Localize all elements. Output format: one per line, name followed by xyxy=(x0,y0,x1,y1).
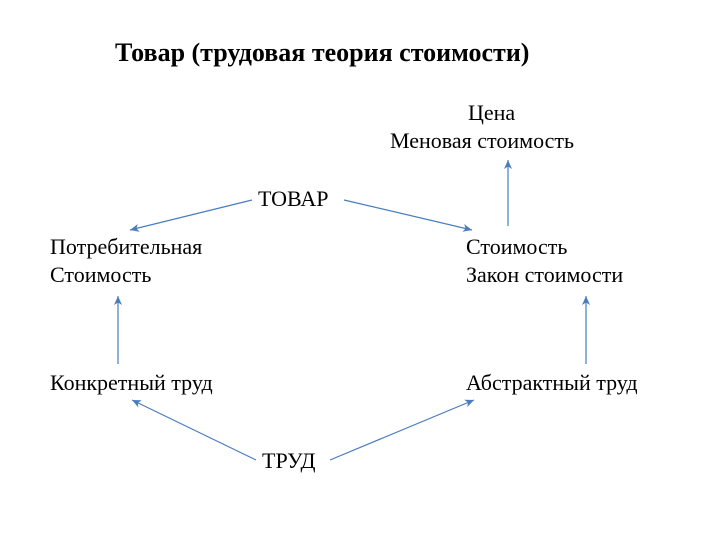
hub-tovar: ТОВАР xyxy=(258,186,328,212)
label-value2: Закон стоимости xyxy=(466,262,623,288)
label-abstract: Абстрактный труд xyxy=(466,370,638,396)
label-use1: Потребительная xyxy=(50,234,202,260)
arrow-4 xyxy=(132,400,256,460)
label-use2: Стоимость xyxy=(50,262,151,288)
arrow-group xyxy=(118,160,586,460)
arrow-5 xyxy=(330,400,474,460)
hub-trud: ТРУД xyxy=(262,448,316,474)
label-value1: Стоимость xyxy=(466,234,567,260)
label-exchange: Меновая стоимость xyxy=(390,128,574,154)
label-concrete: Конкретный труд xyxy=(50,370,213,396)
diagram-title: Товар (трудовая теория стоимости) xyxy=(115,38,529,68)
arrow-1 xyxy=(344,200,472,230)
arrow-0 xyxy=(130,200,252,230)
label-price: Цена xyxy=(468,100,515,126)
